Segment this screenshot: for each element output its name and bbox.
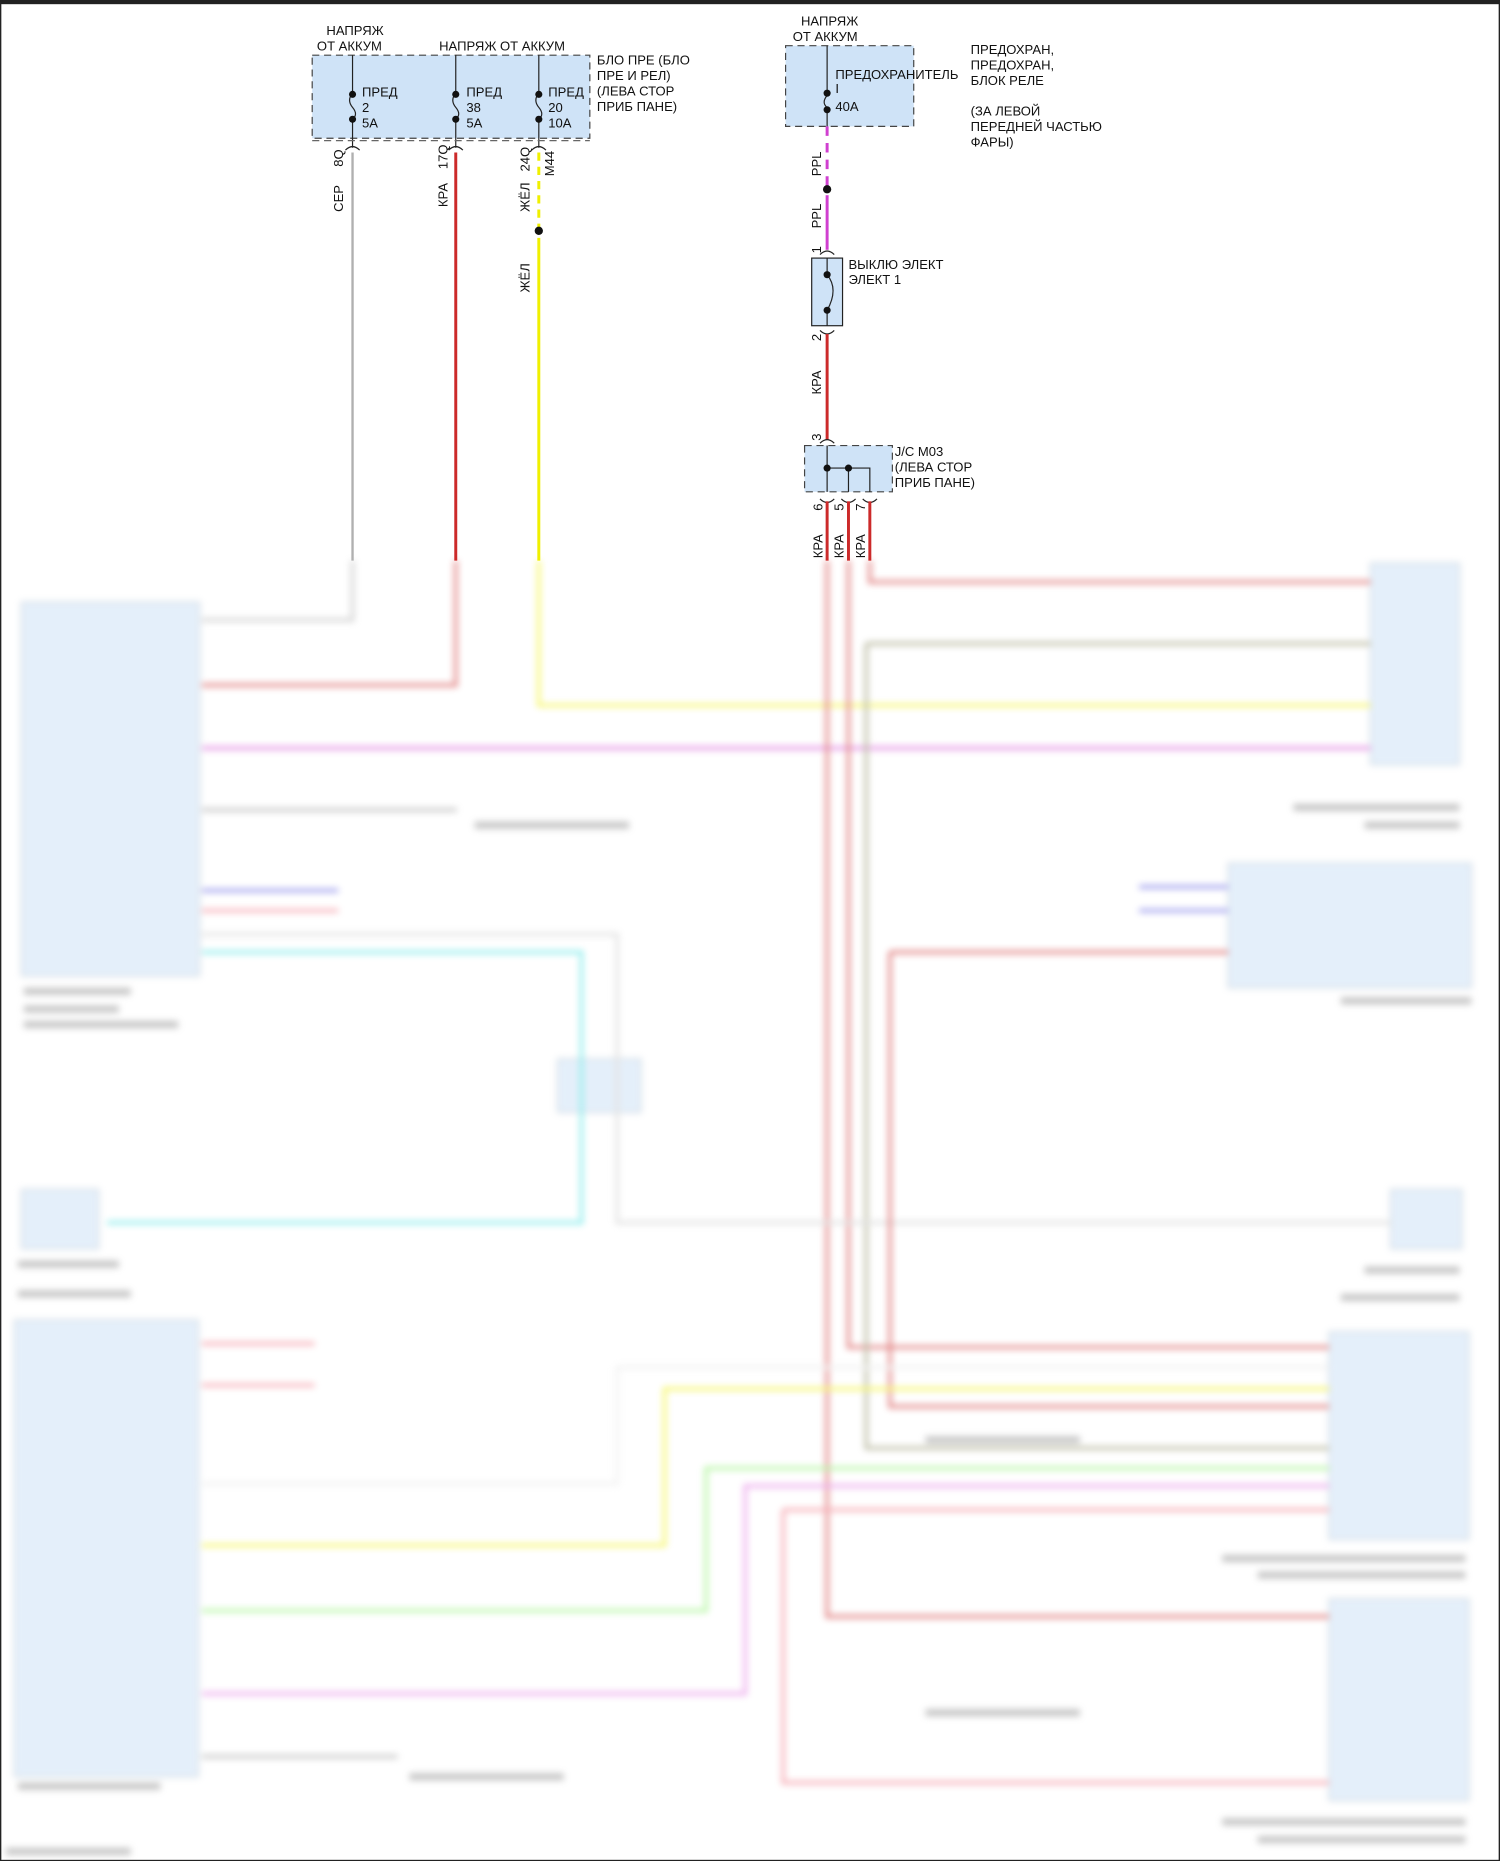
supply-label: НАПРЯЖ bbox=[801, 14, 858, 29]
block-name: БЛО ПРЕ (БЛО bbox=[597, 53, 690, 68]
module-right-lowest bbox=[1328, 1598, 1470, 1802]
switch-right bbox=[1390, 1188, 1463, 1250]
fuse-block-outline bbox=[311, 54, 591, 139]
wire-color-label: КРА bbox=[435, 183, 450, 207]
breaker-name: ВЫКЛЮ ЭЛЕКТ bbox=[848, 257, 943, 272]
wire-color-label: СЕР bbox=[331, 185, 346, 212]
connector-label: M44 bbox=[542, 151, 557, 176]
block-name: ПРИБ ПАНЕ) bbox=[597, 99, 677, 114]
fuse-rating: 40A bbox=[835, 99, 859, 114]
wire-color-label: КРА bbox=[810, 534, 825, 558]
breaker-name: ЭЛЕКТ 1 bbox=[848, 272, 901, 287]
fuse-number: 38 bbox=[466, 100, 481, 115]
block-name: (ЗА ЛЕВОЙ bbox=[971, 104, 1041, 119]
fuse-block-outline bbox=[785, 45, 915, 127]
fuse-label: ПРЕД bbox=[466, 85, 502, 100]
module-left-top bbox=[20, 601, 201, 977]
diagram-canvas: НАПРЯЖ ОТ АККУМ НАПРЯЖ ОТ АККУМ БЛО ПРЕ … bbox=[0, 3, 1500, 1861]
blurred-lower-diagram bbox=[6, 560, 1472, 1856]
pin-label: 8Q bbox=[331, 149, 346, 166]
block-name: ПРЕ И РЕЛ) bbox=[597, 68, 671, 83]
block-name: ФАРЫ) bbox=[971, 135, 1014, 150]
module-right-mid bbox=[1227, 862, 1472, 989]
splice-dot bbox=[534, 226, 543, 235]
fuse-rating: 10A bbox=[548, 116, 572, 131]
junction-block: 3 6 5 7 J/C M03 (ЛЕВА СТОР ПРИБ ПАНЕ) КР… bbox=[803, 434, 975, 561]
wire-color-label: PPL bbox=[809, 204, 824, 229]
module-left-bottom bbox=[13, 1319, 199, 1778]
pin-label: 17Q bbox=[435, 144, 450, 169]
wire-color-label: ЖЁЛ bbox=[517, 263, 532, 292]
splice-dot bbox=[822, 185, 832, 194]
wire-color-label: ЖЁЛ bbox=[517, 182, 532, 211]
circuit-breaker: 1 2 ВЫКЛЮ ЭЛЕКТ ЭЛЕКТ 1 КРА bbox=[809, 246, 944, 440]
junction-mid bbox=[557, 1058, 642, 1113]
pin-label: 24Q bbox=[517, 147, 532, 172]
block-name: БЛОК РЕЛЕ bbox=[971, 73, 1044, 88]
junction-name: (ЛЕВА СТОР bbox=[895, 460, 973, 475]
fuse-number: I bbox=[835, 81, 839, 96]
block-name: (ЛЕВА СТОР bbox=[597, 84, 675, 99]
pin-label: 6 bbox=[810, 504, 825, 511]
fuse-label: ПРЕД bbox=[362, 85, 398, 100]
wire-color-label: КРА bbox=[832, 534, 847, 558]
wire-color-label: PPL bbox=[809, 152, 824, 177]
fuse-label: ПРЕДОХРАНИТЕЛЬ bbox=[835, 67, 958, 82]
fuse-rating: 5A bbox=[362, 116, 378, 131]
supply-label: НАПРЯЖ ОТ АККУМ bbox=[439, 38, 565, 53]
pin-label: 2 bbox=[809, 334, 824, 341]
pin-label: 7 bbox=[853, 504, 868, 511]
fuse-number: 20 bbox=[548, 100, 563, 115]
module-right-top bbox=[1369, 562, 1461, 766]
supply-label: ОТ АККУМ bbox=[793, 29, 858, 44]
right-fuse-block: НАПРЯЖ ОТ АККУМ ПРЕДОХРАНИТЕЛЬ I 40A ПРЕ… bbox=[785, 14, 1102, 250]
pin-label: 3 bbox=[809, 434, 824, 441]
block-name: ПЕРЕДНЕЙ ЧАСТЬЮ bbox=[971, 119, 1102, 134]
left-wires: 8Q СЕР 17Q КРА 24Q M44 ЖЁЛ ЖЁЛ bbox=[331, 144, 557, 561]
fuse-label: ПРЕД bbox=[548, 85, 584, 100]
switch-left bbox=[20, 1188, 100, 1250]
pin-label: 5 bbox=[832, 504, 847, 511]
wire-color-label: КРА bbox=[853, 534, 868, 558]
module-right-bottom bbox=[1328, 1331, 1470, 1541]
supply-label: НАПРЯЖ bbox=[326, 23, 383, 38]
left-fuse-block: НАПРЯЖ ОТ АККУМ НАПРЯЖ ОТ АККУМ БЛО ПРЕ … bbox=[311, 23, 690, 151]
fuse-rating: 5A bbox=[466, 116, 482, 131]
junction-name: J/C M03 bbox=[895, 444, 944, 459]
block-name: ПРЕДОХРАН, bbox=[971, 57, 1054, 72]
block-name: ПРЕДОХРАН, bbox=[971, 42, 1054, 57]
junction-name: ПРИБ ПАНЕ) bbox=[895, 475, 975, 490]
wire-color-label: КРА bbox=[809, 370, 824, 394]
pin-label: 1 bbox=[809, 246, 824, 253]
supply-label: ОТ АККУМ bbox=[317, 38, 382, 53]
fuse-number: 2 bbox=[362, 100, 369, 115]
